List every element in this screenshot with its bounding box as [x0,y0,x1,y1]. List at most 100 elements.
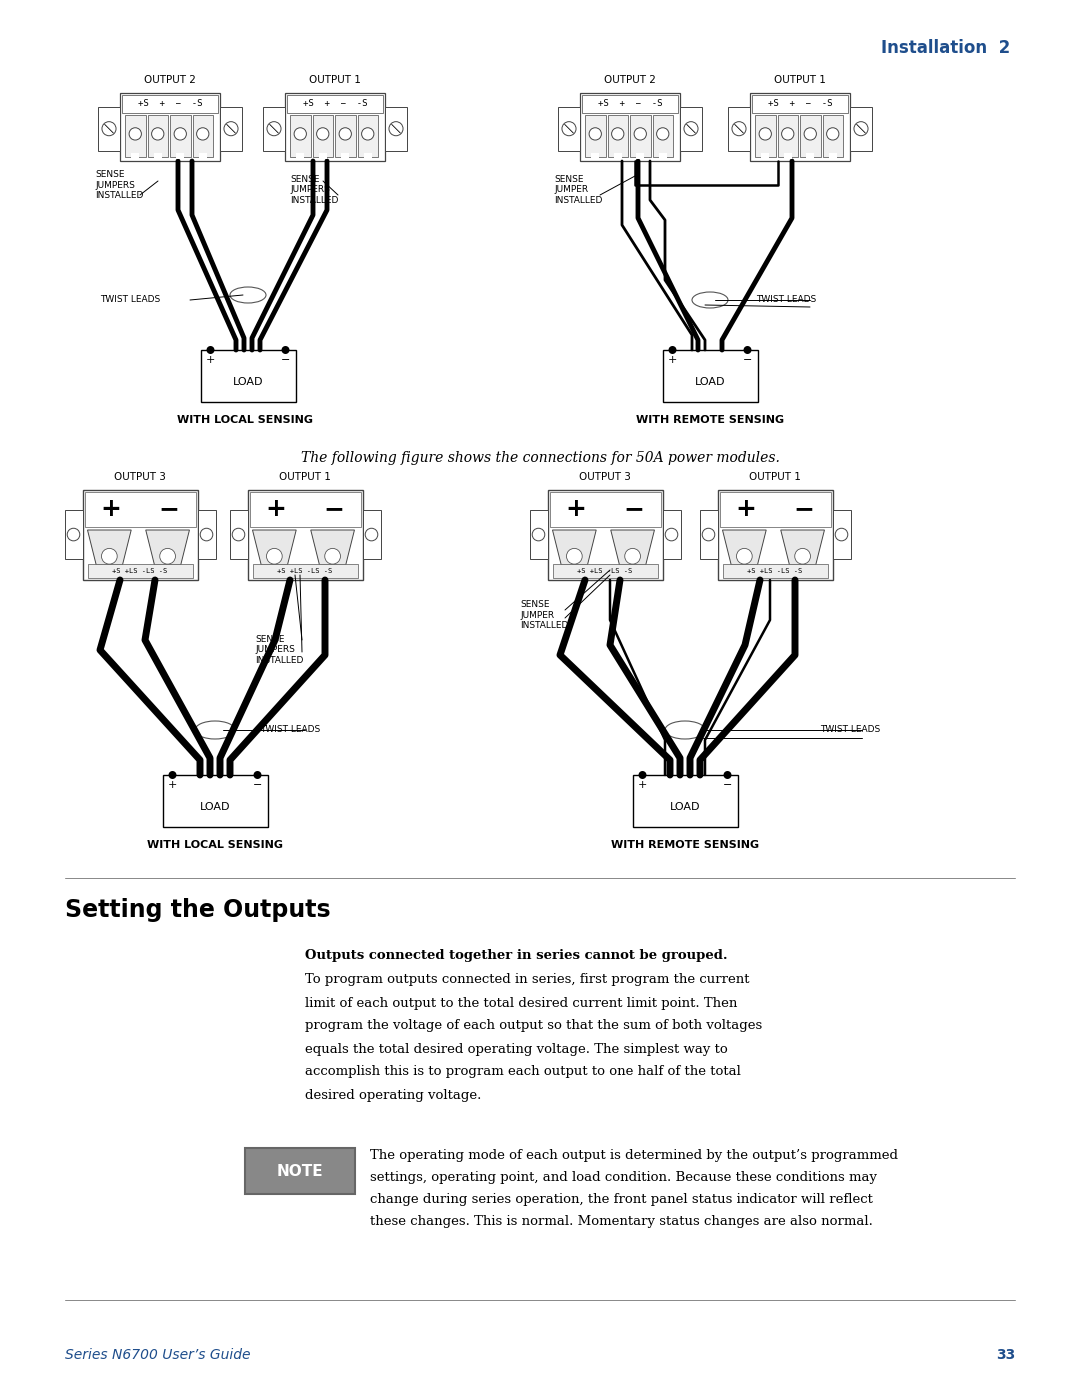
Text: SENSE
JUMPER
INSTALLED: SENSE JUMPER INSTALLED [554,175,603,205]
Bar [807,154,814,159]
Circle shape [782,127,794,140]
Circle shape [795,549,810,564]
Bar [170,115,190,156]
Bar [84,492,195,527]
Text: +: + [167,780,177,789]
Text: OUTPUT 3: OUTPUT 3 [579,472,631,482]
Bar [249,492,361,527]
Bar [192,115,213,156]
Circle shape [224,122,238,136]
Bar [296,154,305,159]
Circle shape [282,346,289,353]
Circle shape [325,549,340,564]
Text: −: − [159,497,179,521]
Bar [662,510,680,559]
Bar [755,115,775,156]
Bar [750,94,850,161]
Circle shape [724,771,731,780]
Circle shape [197,127,208,140]
Bar [229,510,247,559]
Bar [613,154,622,159]
Bar [548,490,662,580]
Circle shape [67,528,80,541]
Text: The following figure shows the connections for 50A power modules.: The following figure shows the connectio… [300,451,780,465]
Bar [153,154,162,159]
Circle shape [232,528,245,541]
Text: TWIST LEADS: TWIST LEADS [820,725,880,735]
Text: +: + [266,497,286,521]
Bar [220,106,242,151]
Bar [201,351,296,402]
Text: −: − [743,355,752,365]
Bar [65,510,82,559]
Text: change during series operation, the front panel status indicator will reflect: change during series operation, the fron… [370,1193,873,1206]
Text: To program outputs connected in series, first program the current: To program outputs connected in series, … [305,974,750,986]
Bar [828,154,837,159]
Text: 33: 33 [996,1348,1015,1362]
Text: +S  +  −  -S: +S + − -S [768,99,833,109]
Bar [800,115,821,156]
Text: program the voltage of each output so that the sum of both voltages: program the voltage of each output so th… [305,1020,762,1032]
Circle shape [737,549,752,564]
Text: Series N6700 User’s Guide: Series N6700 User’s Guide [65,1348,251,1362]
Text: WITH LOCAL SENSING: WITH LOCAL SENSING [177,415,313,425]
Text: Outputs connected together in series cannot be grouped.: Outputs connected together in series can… [305,949,728,961]
Text: accomplish this is to program each output to one half of the total: accomplish this is to program each outpu… [305,1066,741,1078]
Circle shape [562,122,576,136]
Circle shape [732,122,746,136]
Bar [607,115,627,156]
Bar [728,106,750,151]
Text: SENSE
JUMPER
INSTALLED: SENSE JUMPER INSTALLED [519,601,568,630]
Circle shape [657,127,669,140]
Circle shape [669,346,676,353]
Bar [761,154,769,159]
Circle shape [267,549,282,564]
Text: LOAD: LOAD [233,377,264,387]
Polygon shape [611,529,654,564]
Circle shape [339,127,351,140]
Bar [717,490,833,580]
Text: LOAD: LOAD [694,377,726,387]
Text: −: − [793,497,814,521]
Text: Setting the Outputs: Setting the Outputs [65,898,330,922]
Circle shape [254,771,261,780]
Text: LOAD: LOAD [670,802,700,812]
Bar [162,775,268,827]
Bar [285,94,384,161]
Bar [585,115,606,156]
Bar [700,510,717,559]
Bar [245,1148,355,1194]
Circle shape [294,127,307,140]
Text: +S +LS -LS -S: +S +LS -LS -S [578,569,633,574]
Bar [784,154,792,159]
Circle shape [151,127,164,140]
Bar [363,510,380,559]
Bar [122,95,218,113]
Text: +: + [100,497,122,521]
Text: −: − [623,497,645,521]
Bar [120,94,220,161]
Polygon shape [146,529,189,564]
Text: OUTPUT 3: OUTPUT 3 [114,472,166,482]
Bar [98,106,120,151]
Text: OUTPUT 2: OUTPUT 2 [604,75,656,85]
Bar [319,154,326,159]
Circle shape [624,549,640,564]
Text: +: + [206,355,215,365]
Text: SENSE
JUMPERS
INSTALLED: SENSE JUMPERS INSTALLED [255,636,303,665]
Bar [659,154,666,159]
Bar [87,564,192,578]
Text: +S  +  −  -S: +S + − -S [597,99,662,109]
Text: WITH REMOTE SENSING: WITH REMOTE SENSING [636,415,784,425]
Text: The operating mode of each output is determined by the output’s programmed: The operating mode of each output is det… [370,1148,897,1161]
Bar [199,154,206,159]
Circle shape [826,127,839,140]
Bar [550,492,661,527]
Text: Installation  2: Installation 2 [881,39,1010,57]
Bar [357,115,378,156]
Circle shape [665,528,678,541]
Text: desired operating voltage.: desired operating voltage. [305,1088,482,1101]
Bar [364,154,372,159]
Bar [264,106,285,151]
Circle shape [102,122,116,136]
